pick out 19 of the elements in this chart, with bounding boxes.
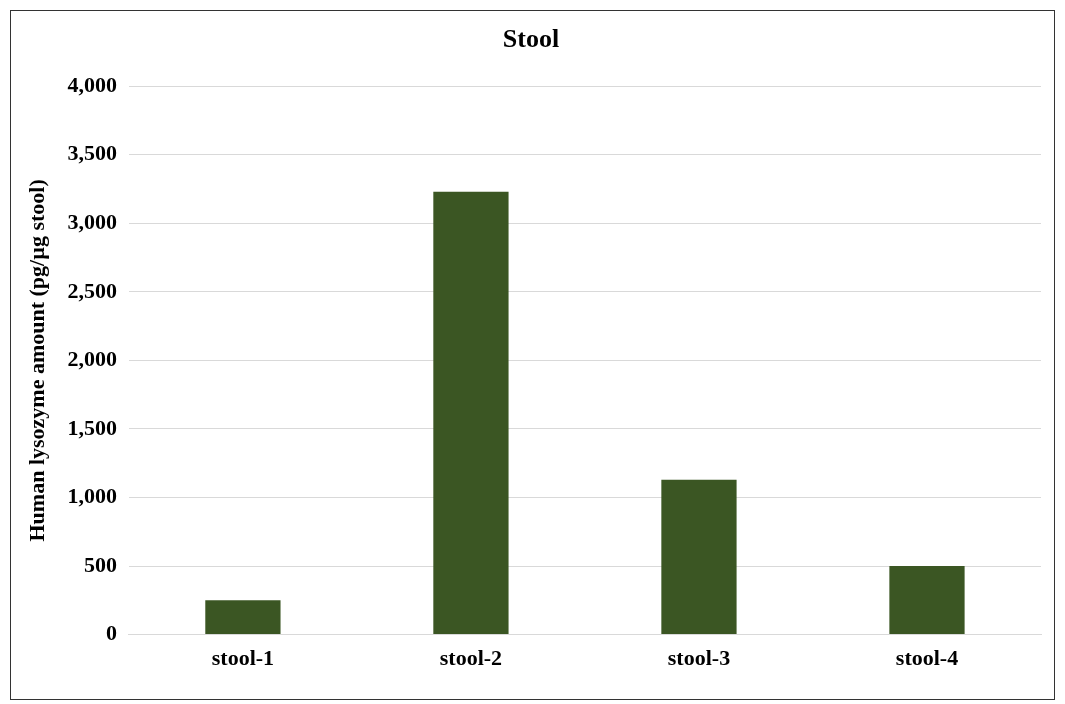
- bar: [433, 191, 509, 635]
- y-tick-label: 2,000: [67, 346, 117, 372]
- y-tick-label: 500: [83, 551, 117, 577]
- bar: [661, 479, 737, 635]
- y-tick-label: 0: [105, 620, 117, 646]
- y-axis-title: Human lysozyme amount (pg/µg stool): [23, 179, 49, 542]
- y-tick-label: 2,500: [67, 277, 117, 303]
- x-tick-label: stool-1: [211, 645, 275, 671]
- y-tick-label: 1,500: [67, 414, 117, 440]
- y-tick-label: 4,000: [67, 71, 117, 97]
- x-tick-label: stool-2: [439, 645, 503, 671]
- bar: [889, 566, 965, 635]
- y-tick-label: 3,500: [67, 140, 117, 166]
- x-tick-label: stool-4: [895, 645, 959, 671]
- y-tick-label: 1,000: [67, 483, 117, 509]
- chart-title: Stool: [502, 24, 560, 54]
- bar: [205, 600, 281, 635]
- x-tick-label: stool-3: [667, 645, 731, 671]
- y-tick-label: 3,000: [67, 208, 117, 234]
